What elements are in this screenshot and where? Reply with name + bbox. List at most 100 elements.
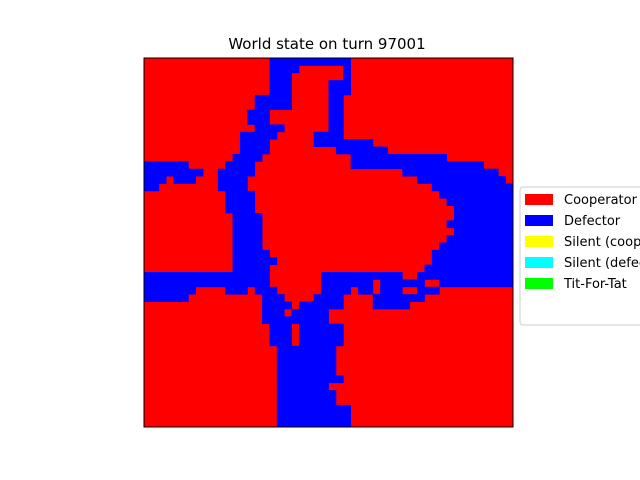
- heatmap-cell-run: [431, 183, 514, 192]
- heatmap-cell-run: [225, 205, 256, 214]
- heatmap-cell-run: [232, 153, 263, 162]
- heatmap-cell-run: [225, 161, 256, 170]
- heatmap-cell-run: [276, 367, 337, 376]
- heatmap-cell-run: [269, 65, 300, 74]
- heatmap-cell-run: [276, 375, 344, 384]
- legend-swatch: [525, 215, 553, 226]
- heatmap-cell-run: [321, 279, 374, 288]
- heatmap-cell-run: [232, 220, 263, 229]
- legend-label: Cooperator: [564, 193, 638, 208]
- heatmap-cell-run: [232, 242, 263, 251]
- heatmap-cell-run: [217, 168, 256, 177]
- heatmap-cell-run: [453, 212, 514, 221]
- heatmap-cell-run: [343, 65, 352, 74]
- heatmap-cell-run: [328, 109, 344, 118]
- heatmap-cell-run: [372, 301, 411, 310]
- heatmap-cell-run: [262, 316, 329, 325]
- heatmap-cell-run: [247, 117, 270, 125]
- heatmap-cell-run: [173, 176, 197, 184]
- heatmap-cell-run: [321, 286, 352, 295]
- legend-label: Tit-For-Tat: [563, 277, 627, 292]
- heatmap-cell-run: [254, 124, 285, 133]
- heatmap-cell-run: [276, 353, 337, 361]
- heatmap-cell-run: [276, 397, 337, 406]
- heatmap-cell-run: [269, 338, 292, 347]
- heatmap-cell-run: [350, 153, 447, 162]
- heatmap-cell-run: [328, 94, 344, 103]
- heatmap-cell-run: [291, 308, 329, 317]
- heatmap-cell-run: [144, 168, 204, 177]
- heatmap-cell-run: [380, 279, 425, 288]
- heatmap-cell-run: [232, 235, 263, 243]
- legend-swatch: [525, 194, 553, 205]
- heatmap-cell-run: [247, 109, 270, 118]
- heatmap-cell-run: [269, 87, 292, 96]
- legend-swatch: [525, 257, 553, 268]
- heatmap-cell-run: [276, 345, 337, 354]
- heatmap-cell-run: [298, 338, 344, 347]
- heatmap-cell-run: [144, 176, 167, 184]
- heatmap-cell-run: [321, 272, 403, 280]
- heatmap-cell-run: [431, 257, 514, 266]
- heatmap-cell-run: [144, 294, 189, 302]
- heatmap-cell-run: [254, 94, 292, 103]
- heatmap-cell-run: [328, 87, 352, 96]
- heatmap-cell-run: [417, 176, 507, 184]
- heatmap-cell-run: [439, 242, 514, 251]
- legend: Cooperator Defector Silent (cooperator) Sil…: [519, 186, 640, 326]
- heatmap-cell-run: [328, 80, 352, 88]
- legend-swatch: [525, 236, 553, 247]
- heatmap-cell-run: [424, 264, 514, 273]
- heatmap-cell-run: [446, 220, 514, 229]
- heatmap-cell-run: [276, 412, 352, 421]
- heatmap-cell-run: [232, 264, 270, 273]
- legend-label: Defector: [564, 214, 621, 229]
- heatmap-cell-run: [269, 58, 352, 66]
- heatmap-cell-run: [313, 294, 344, 302]
- heatmap-cell-run: [328, 117, 344, 125]
- heatmap-cell-run: [439, 279, 514, 288]
- heatmap-cell-run: [372, 294, 425, 302]
- heatmap-cell-run: [232, 249, 270, 258]
- heatmap-cell-run: [144, 183, 160, 192]
- heatmap-cell-run: [313, 139, 374, 147]
- heatmap-cell-run: [269, 331, 292, 339]
- heatmap-cell-run: [262, 301, 292, 310]
- heatmap-cell-run: [335, 146, 388, 155]
- heatmap-cell-run: [225, 198, 256, 206]
- heatmap-cell-run: [225, 190, 256, 199]
- axes-frame: [143, 57, 514, 428]
- heatmap-cell-run: [232, 212, 263, 221]
- heatmap-cell-run: [144, 286, 197, 295]
- heatmap-cell-run: [276, 360, 337, 369]
- heatmap-cell-run: [276, 404, 352, 413]
- heatmap-cell-run: [217, 183, 248, 192]
- heatmap-cell-run: [298, 331, 344, 339]
- heatmap-cell-run: [262, 294, 285, 302]
- heatmap-cell-run: [269, 72, 292, 81]
- heatmap-cell-run: [144, 279, 270, 288]
- heatmap-cell-run: [358, 286, 374, 295]
- heatmap-cell-run: [417, 286, 440, 295]
- heatmap-cell-run: [254, 286, 278, 295]
- heatmap-cell-run: [276, 419, 352, 428]
- heatmap-cell-run: [380, 286, 403, 295]
- heatmap-cell-run: [239, 146, 270, 155]
- heatmap-cell-run: [217, 176, 248, 184]
- legend-swatch: [525, 278, 553, 289]
- heatmap-cell-run: [239, 131, 278, 140]
- heatmap-cell-run: [144, 272, 270, 280]
- heatmap-cell-run: [417, 272, 514, 280]
- legend-label: Silent (cooperator): [564, 235, 640, 250]
- heatmap-cell-run: [350, 161, 484, 170]
- heatmap-cell-run: [276, 390, 337, 398]
- heatmap-cell-run: [262, 308, 285, 317]
- heatmap-cell-run: [439, 190, 514, 199]
- heatmap-cell-run: [313, 131, 344, 140]
- heatmap-cell-run: [269, 323, 292, 332]
- heatmap-cell-run: [453, 227, 514, 236]
- heatmap-cell-run: [269, 80, 292, 88]
- heatmap-cell-run: [298, 323, 344, 332]
- heatmap-cell-run: [225, 286, 248, 295]
- chart-title: World state on turn 97001: [228, 35, 425, 53]
